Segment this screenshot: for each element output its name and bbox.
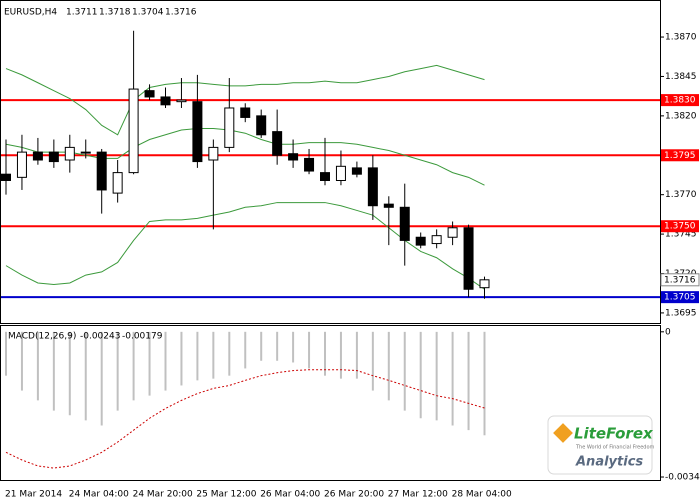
x-tick-label: 26 Mar 20:00 [324, 490, 384, 500]
y-tick-label: 1.3845 [665, 72, 697, 82]
plot-layer [1, 30, 660, 469]
candle-body [335, 165, 346, 181]
logo-icon [553, 423, 573, 443]
candle-body [112, 172, 123, 194]
macd-title: MACD(12,26,9) [8, 332, 76, 342]
candle-body [1, 173, 11, 181]
candle-body [160, 96, 171, 106]
y-tick-label: 1.3745 [665, 230, 697, 240]
candle-body [96, 151, 107, 191]
y-tick-label: -0.00341 [665, 473, 700, 483]
current-price-label: 1.3716 [664, 275, 696, 285]
candle-body [367, 167, 378, 207]
logo: LiteForex The World of Financial Freedom… [547, 415, 655, 475]
candle-body [48, 151, 59, 163]
logo-product: Analytics [575, 455, 643, 470]
level-label: 1.3750 [664, 222, 696, 232]
signal-line [5, 369, 485, 469]
x-tick-label: 27 Mar 12:00 [388, 490, 448, 500]
level-label-box [661, 291, 699, 304]
header-low: 1.3704 [132, 8, 164, 18]
current-price-box [660, 273, 700, 287]
x-tick-label: 25 Mar 12:00 [196, 490, 256, 500]
candle-body [399, 206, 410, 241]
candle-body [192, 101, 203, 163]
candle-body [431, 235, 442, 245]
candle-body [383, 203, 394, 208]
y-tick-label: 1.3695 [665, 308, 697, 318]
level-label: 1.3705 [664, 293, 696, 303]
header-high: 1.3718 [99, 8, 131, 18]
candle-body [208, 146, 219, 161]
candle-body [320, 172, 330, 181]
candle-body [463, 227, 474, 290]
bollinger-band [5, 64, 485, 136]
logo-tagline: The World of Financial Freedom [575, 445, 655, 451]
candle-body [447, 227, 458, 238]
x-tick-label: 24 Mar 20:00 [133, 490, 193, 500]
x-tick-label: 28 Mar 04:00 [452, 490, 512, 500]
candle-body [288, 153, 299, 161]
candle-body [351, 167, 362, 175]
header-close: 1.3716 [165, 8, 197, 18]
level-label-box [661, 149, 699, 162]
x-tick-label: 24 Mar 04:00 [69, 490, 129, 500]
candle-body [479, 279, 490, 289]
logo-box [547, 415, 653, 475]
y-tick-label: 0 [665, 327, 671, 337]
candle-body [224, 107, 235, 148]
x-tick-label: 21 Mar 2014 [5, 490, 62, 500]
y-tick-label: 1.3770 [665, 190, 697, 200]
candle-body [240, 107, 251, 118]
level-label-box [661, 94, 699, 107]
macd-panel-frame [0, 325, 661, 481]
candle-body [80, 151, 91, 154]
y-tick-label: 1.3820 [665, 111, 697, 121]
symbol-title: EURUSD,H4 [4, 8, 57, 18]
signal-value: -0.00179 [122, 332, 163, 342]
y-tick-label: 1.3870 [665, 33, 697, 43]
candle-body [16, 151, 27, 178]
logo-name: LiteForex [574, 425, 654, 443]
candle-body [176, 99, 187, 103]
candle-body [128, 88, 139, 174]
level-label-box [661, 220, 699, 233]
header-open: 1.3711 [66, 8, 98, 18]
candle-body [256, 115, 267, 136]
x-tick-label: 26 Mar 04:00 [260, 490, 320, 500]
candle-body [272, 131, 283, 156]
candle-body [304, 157, 315, 172]
level-label: 1.3795 [664, 151, 696, 161]
candle-body [32, 151, 43, 161]
macd-value: -0.00243 [80, 332, 120, 342]
level-label: 1.3830 [664, 96, 696, 106]
main-panel-frame [0, 0, 661, 324]
candle-body [415, 236, 426, 246]
candle-body [64, 146, 75, 161]
candle-body [144, 90, 155, 98]
